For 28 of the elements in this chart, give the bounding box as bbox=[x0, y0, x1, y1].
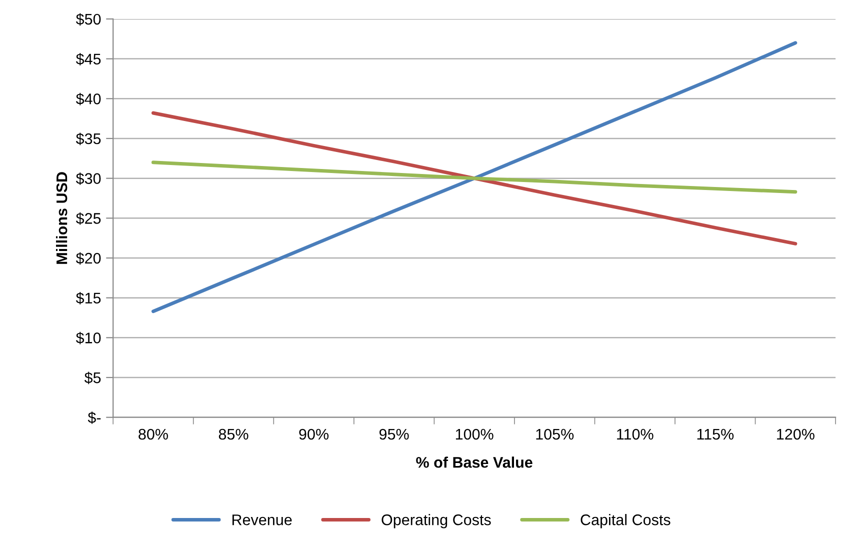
x-tick-label: 120% bbox=[777, 428, 814, 440]
x-tick-label: 105% bbox=[536, 428, 574, 440]
legend-label: Operating Costs bbox=[382, 514, 491, 528]
x-tick-label: 100% bbox=[456, 428, 494, 440]
x-tick-label: 80% bbox=[138, 428, 168, 440]
legend-label: Revenue bbox=[232, 514, 292, 526]
x-tick-label: 85% bbox=[218, 428, 248, 440]
y-tick-label: $15 bbox=[76, 292, 101, 304]
y-tick-label: $5 bbox=[84, 372, 101, 384]
y-tick-label: $30 bbox=[76, 172, 101, 185]
y-tick-label: $20 bbox=[76, 252, 101, 265]
y-tick-label: $25 bbox=[76, 212, 101, 225]
line-series bbox=[152, 41, 798, 314]
line-series bbox=[152, 160, 798, 194]
x-tick-label: 110% bbox=[617, 428, 654, 440]
legend-label: Capital Costs bbox=[580, 514, 670, 528]
line-series bbox=[152, 111, 798, 246]
y-tick-label: $45 bbox=[76, 53, 101, 66]
x-tick-label: 115% bbox=[697, 428, 734, 440]
y-tick-label: $- bbox=[88, 412, 101, 424]
y-tick-label: $10 bbox=[76, 332, 101, 344]
x-axis-title: % of Base Value bbox=[416, 456, 532, 468]
y-tick-label: $40 bbox=[76, 92, 101, 106]
y-tick-label: $35 bbox=[76, 132, 101, 146]
y-tick-label: $50 bbox=[76, 13, 101, 26]
x-tick-label: 95% bbox=[379, 428, 409, 440]
x-tick-label: 90% bbox=[299, 428, 329, 440]
y-axis-title: Millions USD bbox=[56, 172, 68, 264]
